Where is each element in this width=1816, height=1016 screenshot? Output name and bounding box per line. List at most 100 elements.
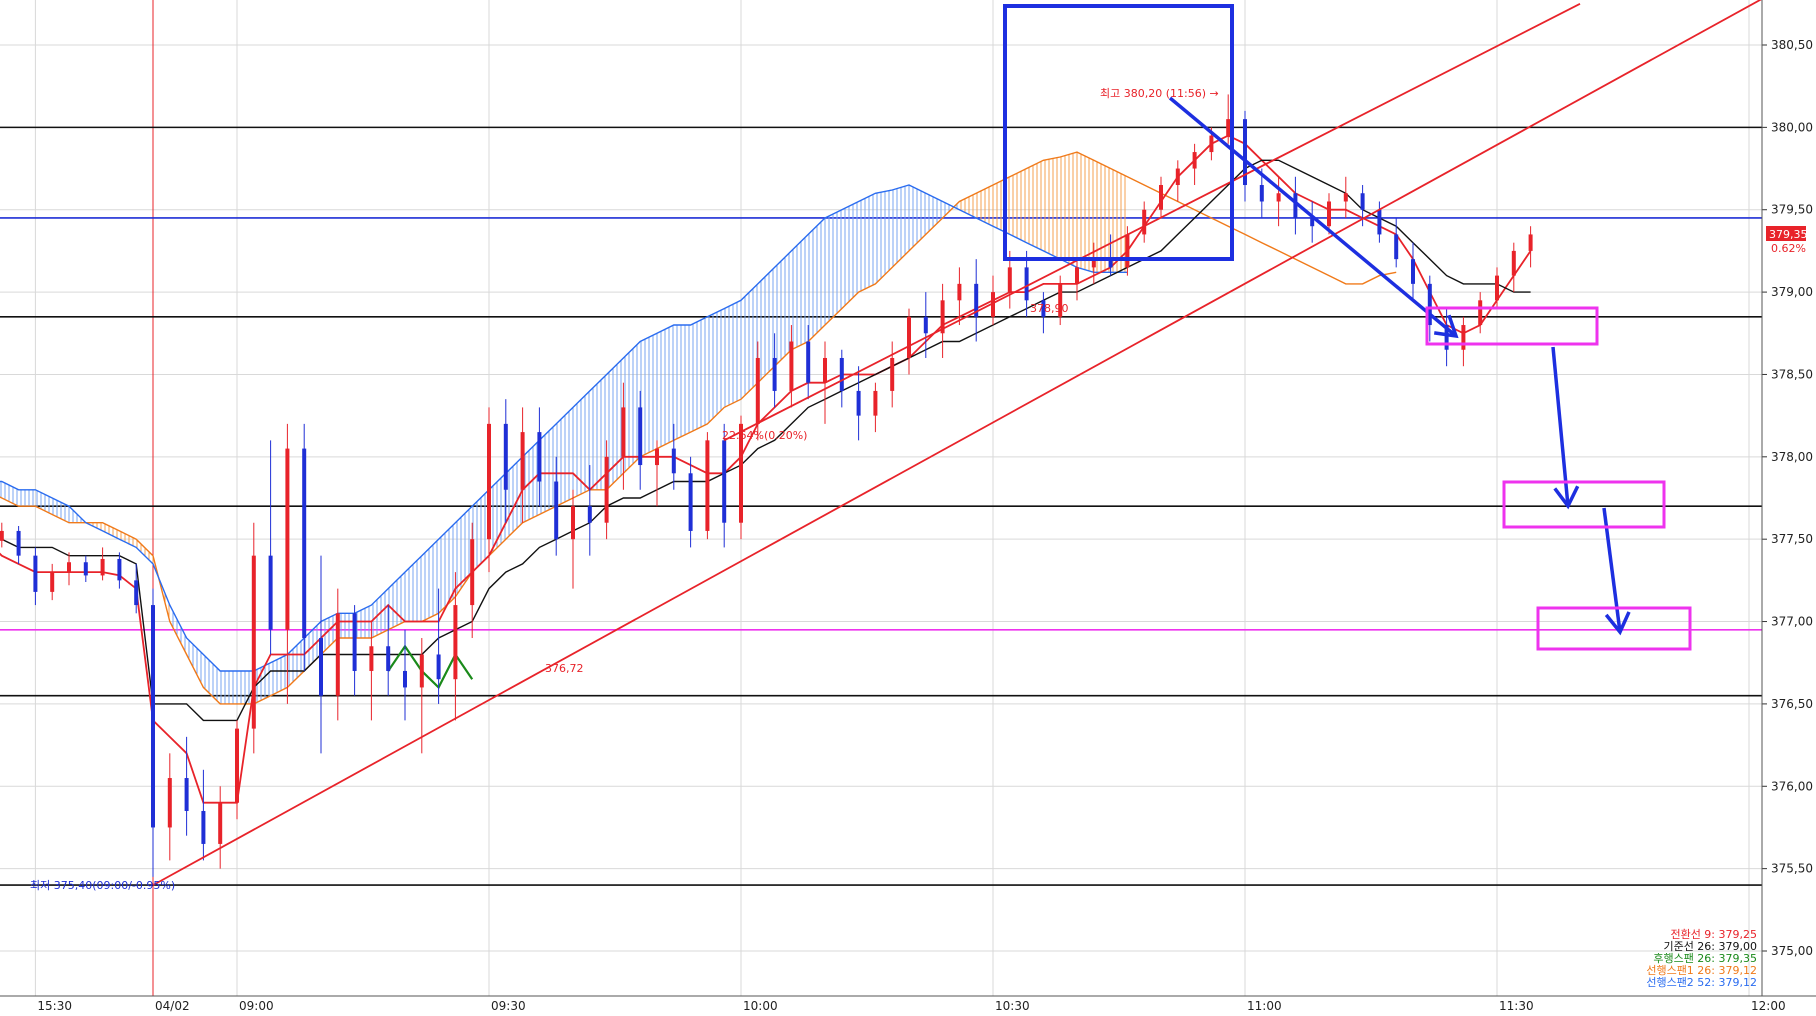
cloud-segment (875, 189, 893, 284)
legend-entry: 전환선 9: 379,25 (1670, 928, 1757, 941)
candle-body (621, 407, 626, 457)
candle-body (1226, 119, 1231, 136)
candle-body (1293, 193, 1298, 218)
cloud-segment (976, 185, 993, 227)
candle-body (403, 670, 407, 688)
x-tick-label: 11:30 (1499, 999, 1534, 1012)
legend-entry: 선행스팬2 52: 379,12 (1646, 976, 1757, 989)
cloud-segment (808, 217, 825, 342)
cloud-segment (858, 193, 876, 293)
candle-body (571, 506, 575, 540)
cloud-segment (774, 250, 792, 367)
cloud-segment (1043, 157, 1061, 260)
candle-body (873, 390, 878, 416)
candle-body (1259, 185, 1264, 202)
cloud-segment (220, 670, 237, 704)
candle-body (33, 555, 38, 592)
y-tick-label: 375,00 (1771, 944, 1813, 958)
candle-body (705, 440, 710, 531)
candle-body (722, 440, 727, 523)
cloud-segment (388, 572, 405, 630)
candle-body (856, 390, 861, 416)
cloud-segment (119, 530, 137, 548)
candle-body (1377, 209, 1382, 235)
y-tick-label: 376,50 (1771, 697, 1813, 711)
cloud-segment (1077, 152, 1094, 273)
y-tick-label: 380,50 (1771, 38, 1813, 52)
cloud-segment (169, 605, 187, 655)
candle-body (839, 357, 844, 391)
trendline-lower (152, 0, 1762, 886)
candle-body (1327, 201, 1331, 227)
candle-body (655, 448, 659, 466)
legend-entry: 기준선 26: 379,00 (1663, 940, 1757, 953)
cloud-segment (253, 662, 271, 704)
y-tick-label: 377,00 (1771, 615, 1813, 629)
candle-body (772, 357, 777, 391)
annotations: 최고 380,20 (11:56) → 최저 375,40(09:00/-0.9… (30, 87, 1808, 892)
candle-body (1159, 185, 1163, 210)
cloud-segment (657, 325, 674, 449)
candle-body (688, 473, 693, 531)
ichimoku-cloud (0, 152, 1128, 704)
cloud-segment (539, 423, 557, 515)
candle-body (1427, 283, 1432, 326)
target-box-1 (1425, 306, 1599, 346)
candle-body (1209, 135, 1214, 153)
cloud-segment (741, 283, 758, 400)
candle-body (789, 341, 794, 391)
candle-body (134, 580, 139, 606)
candle-body (604, 456, 609, 523)
x-tick-label: 11:00 (1247, 999, 1282, 1012)
cloud-segment (724, 300, 741, 408)
candle-body (352, 613, 357, 671)
candle-body (537, 432, 542, 482)
candle-body (1461, 325, 1466, 350)
cloud-segment (337, 613, 355, 639)
highlight-box (1003, 4, 1234, 261)
arrow-drop-2 (1551, 346, 1570, 507)
candle-body (184, 778, 189, 811)
candle-body (1511, 250, 1516, 276)
candle-body (1276, 193, 1281, 202)
price-badge: 379,35 0.62% (1766, 226, 1808, 255)
candle-body (302, 448, 307, 639)
cloud-segment (421, 539, 439, 622)
candle-body (83, 562, 88, 576)
candle-body (806, 341, 811, 383)
arrow-drop-1-head (1433, 314, 1459, 339)
cloud-segment (18, 489, 36, 507)
y-tick-label: 378,00 (1771, 450, 1813, 464)
candle-body (319, 638, 323, 696)
candle-body (436, 654, 441, 680)
candle-body (50, 572, 55, 592)
cloud-segment (589, 374, 607, 490)
cloud-segment (640, 333, 657, 457)
cloud-segment (892, 185, 909, 268)
candle-body (957, 283, 962, 301)
x-tick-label: 10:00 (743, 999, 778, 1012)
arrow-drop-2-head (1553, 485, 1580, 510)
candle-body (1075, 267, 1079, 284)
cloud-segment (489, 473, 506, 556)
cloud-segment (673, 325, 691, 441)
cloud-segment (1110, 168, 1128, 273)
x-tick-label: 10:30 (995, 999, 1030, 1012)
horizontal-levels (0, 126, 1762, 886)
candle-body (755, 357, 760, 424)
target-box-3 (1536, 606, 1692, 651)
candlesticks (0, 94, 1533, 877)
cloud-segment (925, 193, 943, 235)
cloud-segment (1026, 160, 1044, 251)
candle-body (503, 423, 508, 490)
candle-body (151, 605, 155, 828)
legend-entry: 선행스팬1 26: 379,12 (1646, 964, 1757, 977)
cloud-segment (825, 209, 842, 326)
candle-body (1411, 259, 1415, 284)
target-box-2 (1502, 480, 1666, 529)
y-tick-label: 375,50 (1771, 862, 1813, 876)
cloud-segment (321, 613, 338, 655)
